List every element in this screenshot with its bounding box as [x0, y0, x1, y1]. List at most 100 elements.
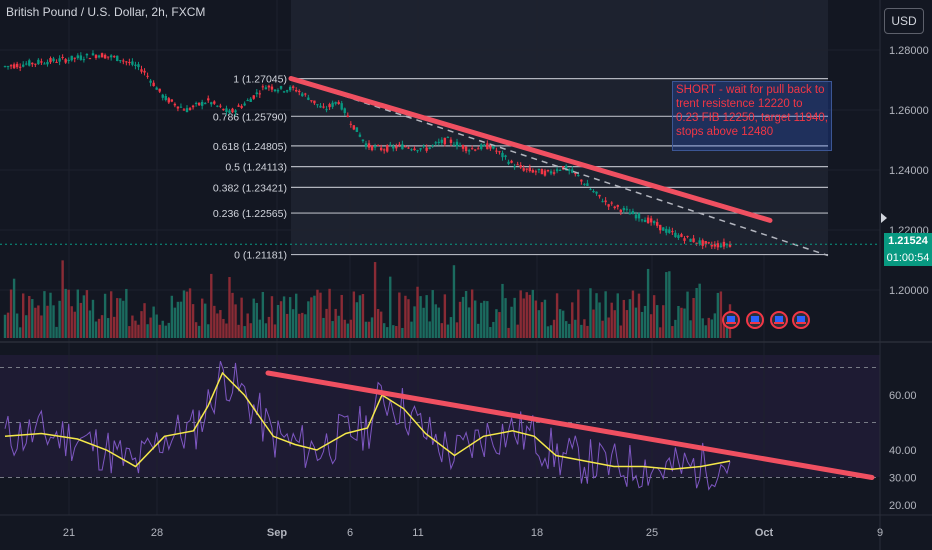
candle-body	[601, 201, 604, 203]
candle-body	[358, 134, 362, 137]
candle-body	[671, 231, 674, 233]
volume-bar	[237, 324, 240, 338]
candle-body	[395, 146, 398, 149]
volume-bar	[194, 322, 198, 338]
volume-bar	[109, 291, 113, 338]
volume-bar	[513, 297, 516, 338]
candle-body	[200, 101, 204, 106]
candle-body	[94, 55, 98, 58]
candle-body	[510, 160, 513, 163]
volume-bar	[540, 302, 544, 338]
candle-body	[158, 88, 161, 92]
volume-bar	[437, 307, 440, 338]
volume-bar	[492, 321, 495, 338]
us-flag-icon[interactable]	[792, 311, 810, 329]
volume-bar	[125, 288, 128, 338]
candle-body	[446, 137, 450, 139]
candle-body	[637, 213, 641, 219]
candle-body	[91, 53, 95, 56]
volume-bar	[689, 320, 692, 338]
candle-body	[564, 165, 568, 171]
candle-body	[492, 145, 495, 149]
volume-bar	[395, 326, 398, 338]
us-flag-icon[interactable]	[722, 311, 740, 329]
volume-bar	[264, 323, 268, 338]
volume-bar	[182, 290, 186, 338]
candle-body	[580, 179, 583, 182]
currency-button[interactable]: USD	[884, 8, 924, 34]
candle-body	[495, 150, 498, 152]
volume-bar	[637, 293, 641, 338]
candle-body	[552, 172, 556, 174]
volume-bar	[73, 311, 76, 338]
candle-body	[370, 145, 374, 151]
volume-bar	[480, 302, 483, 338]
candle-body	[486, 143, 489, 150]
volume-bar	[64, 288, 67, 338]
volume-bar	[452, 265, 456, 338]
volume-bar	[431, 290, 434, 338]
volume-bar	[34, 307, 37, 338]
volume-bar	[364, 321, 368, 338]
candle-body	[237, 105, 240, 107]
volume-bar	[389, 276, 392, 338]
us-flag-icon[interactable]	[770, 311, 788, 329]
candle-body	[659, 224, 662, 231]
candle-body	[698, 240, 701, 244]
candle-body	[668, 229, 671, 233]
time-axis-label: 25	[646, 527, 658, 539]
candle-body	[88, 58, 92, 60]
volume-bar	[70, 306, 73, 338]
candle-body	[704, 241, 707, 245]
volume-bar	[328, 288, 331, 338]
volume-bar	[261, 291, 265, 338]
candle-body	[695, 242, 698, 244]
volume-bar	[234, 304, 237, 338]
volume-bar	[179, 301, 183, 338]
candle-body	[477, 148, 480, 150]
candle-body	[574, 173, 577, 175]
volume-bar	[9, 289, 13, 338]
volume-bar	[495, 309, 498, 338]
candle-body	[328, 104, 331, 108]
candle-body	[22, 64, 25, 67]
candle-body	[313, 100, 316, 104]
volume-bar	[331, 321, 334, 338]
volume-bar	[116, 298, 119, 338]
volume-bar	[574, 319, 577, 338]
volume-bar	[106, 318, 110, 338]
candle-body	[12, 64, 16, 69]
volume-bar	[146, 324, 149, 338]
volume-bar	[376, 308, 380, 338]
volume-bar	[455, 322, 459, 338]
axis-marker-icon	[881, 213, 887, 223]
volume-bar	[552, 319, 556, 338]
candle-body	[437, 141, 440, 144]
volume-bar	[643, 305, 647, 338]
trade-note[interactable]: SHORT - wait for pull back to trent resi…	[672, 81, 832, 151]
candle-body	[301, 93, 304, 97]
volume-bar	[434, 304, 437, 338]
volume-bar	[610, 302, 613, 338]
candle-body	[461, 145, 465, 149]
candle-body	[340, 103, 343, 110]
volume-group	[3, 260, 732, 338]
candle-body	[161, 94, 164, 98]
us-flag-icon[interactable]	[746, 311, 764, 329]
volume-bar	[143, 303, 146, 338]
time-axis-label: 11	[412, 527, 423, 539]
symbol-title[interactable]: British Pound / U.S. Dollar, 2h, FXCM	[6, 5, 206, 19]
rsi-axis-label: 20.00	[889, 500, 917, 512]
candle-body	[522, 168, 525, 171]
candle-body	[334, 101, 337, 104]
candle-body	[34, 63, 37, 65]
candle-body	[598, 194, 601, 197]
volume-bar	[577, 289, 580, 338]
candle-body	[355, 127, 359, 132]
volume-bar	[586, 325, 589, 338]
candle-body	[655, 222, 659, 226]
volume-bar	[219, 310, 222, 338]
fib-level-label: 0.5 (1.24113)	[225, 162, 287, 174]
candle-body	[191, 105, 195, 108]
